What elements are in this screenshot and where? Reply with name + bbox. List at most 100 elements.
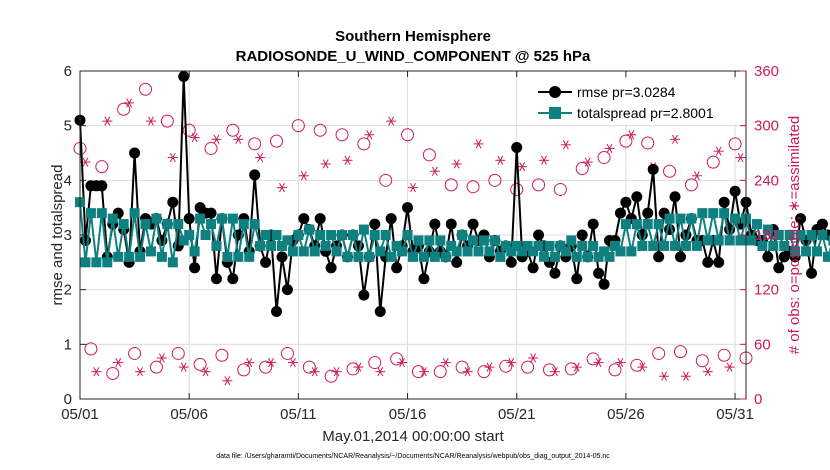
y2-tick-label: 180	[754, 227, 779, 244]
totalspread-point	[184, 230, 195, 240]
totalspread-point	[670, 240, 681, 251]
totalspread-point	[118, 219, 129, 230]
totalspread-point	[500, 240, 511, 251]
x-tick-label: 05/16	[389, 406, 427, 423]
totalspread-point	[691, 240, 702, 251]
y-tick-label: 2	[64, 282, 72, 299]
obs-assimilated-point	[451, 159, 462, 169]
rmse-point	[129, 147, 141, 159]
totalspread-point	[151, 213, 162, 224]
obs-possible-point	[193, 357, 207, 371]
totalspread-point	[337, 230, 348, 240]
rmse-point	[576, 229, 588, 241]
obs-assimilated-point	[222, 376, 233, 386]
obs-assimilated-point	[320, 159, 331, 169]
totalspread-point	[446, 240, 457, 251]
rmse-point	[385, 213, 397, 225]
totalspread-point	[626, 246, 637, 257]
totalspread-point	[566, 235, 577, 246]
totalspread-point	[451, 246, 462, 257]
obs-assimilated-point	[713, 146, 724, 156]
rmse-point	[358, 289, 370, 301]
obs-assimilated-point	[244, 357, 255, 368]
totalspread-point	[85, 208, 96, 219]
y-axis-right: 0 60 120 180 240 300 360	[740, 63, 779, 408]
legend: rmse pr=3.0284 totalspread pr=2.8001	[528, 79, 740, 124]
totalspread-point	[539, 251, 550, 262]
y2-axis-label: # of obs: o=possible; ∗=assimilated	[786, 116, 803, 355]
totalspread-point	[702, 235, 713, 246]
totalspread-point	[424, 235, 435, 246]
rmse-point	[467, 218, 479, 230]
totalspread-point	[211, 240, 222, 251]
obs-possible-point	[499, 359, 513, 373]
obs-assimilated-point	[178, 362, 189, 372]
totalspread-point	[484, 246, 495, 257]
totalspread-point	[249, 219, 260, 230]
rmse-point	[276, 251, 288, 263]
obs-assimilated-point	[113, 357, 124, 368]
y2-tick-label: 0	[754, 391, 762, 408]
totalspread-point	[560, 246, 571, 257]
y-tick-label: 1	[64, 336, 72, 353]
rmse-point	[374, 306, 386, 318]
totalspread-point	[457, 230, 468, 240]
obs-assimilated-point	[397, 357, 408, 368]
totalspread-point	[255, 240, 266, 251]
rmse-point	[314, 213, 326, 225]
totalspread-point	[315, 230, 326, 240]
rmse-point	[227, 273, 239, 285]
totalspread-point	[620, 219, 631, 230]
footer-data-file: data file: /Users/gharamti/Documents/NCA…	[216, 453, 610, 460]
rmse-point	[598, 278, 610, 290]
obs-assimilated-point	[408, 183, 418, 193]
y2-tick-label: 300	[754, 118, 779, 135]
obs-assimilated-point	[124, 98, 135, 108]
totalspread-point	[582, 251, 593, 262]
totalspread-point	[680, 240, 691, 251]
legend-totalspread-label: totalspread pr=2.8001	[577, 105, 714, 121]
y2-tick-label: 120	[754, 282, 779, 299]
totalspread-point	[724, 235, 735, 246]
obs-possible-point	[663, 164, 677, 178]
totalspread-point	[353, 251, 364, 262]
totalspread-point	[440, 251, 451, 262]
rmse-point	[587, 218, 599, 230]
rmse-point	[549, 267, 561, 279]
rmse-point	[773, 262, 785, 274]
chart-title: Southern Hemisphere	[335, 28, 491, 45]
totalspread-point	[222, 251, 233, 262]
obs-possible-point	[553, 182, 567, 196]
obs-possible-point	[259, 360, 273, 374]
totalspread-point	[293, 230, 304, 240]
totalspread-point	[642, 219, 653, 230]
obs-possible-point	[521, 360, 535, 374]
obs-possible-point	[728, 137, 742, 151]
rmse-point	[429, 218, 441, 230]
totalspread-point	[195, 213, 206, 224]
totalspread-point	[599, 246, 610, 257]
totalspread-point	[244, 251, 255, 262]
rmse-point	[281, 284, 293, 296]
totalspread-point	[145, 246, 156, 257]
x-tick-label: 05/06	[170, 406, 208, 423]
totalspread-point	[380, 230, 391, 240]
totalspread-point	[528, 246, 539, 257]
totalspread-point	[697, 208, 708, 219]
totalspread-point	[571, 251, 582, 262]
totalspread-point	[762, 224, 773, 235]
obs-possible-point	[171, 346, 185, 360]
rmse-point	[762, 251, 774, 263]
obs-possible-point	[84, 342, 98, 356]
rmse-point	[418, 273, 430, 285]
totalspread-point	[811, 246, 822, 257]
obs-assimilated-point	[484, 362, 495, 372]
x-tick-label: 05/11	[280, 406, 316, 423]
totalspread-point	[391, 240, 402, 251]
x-tick-label: 05/21	[498, 406, 536, 423]
obs-assimilated-point	[135, 367, 146, 377]
obs-possible-point	[532, 178, 546, 192]
obs-possible-point	[313, 123, 327, 137]
obs-possible-point	[128, 346, 142, 360]
obs-assimilated-point	[266, 357, 277, 368]
